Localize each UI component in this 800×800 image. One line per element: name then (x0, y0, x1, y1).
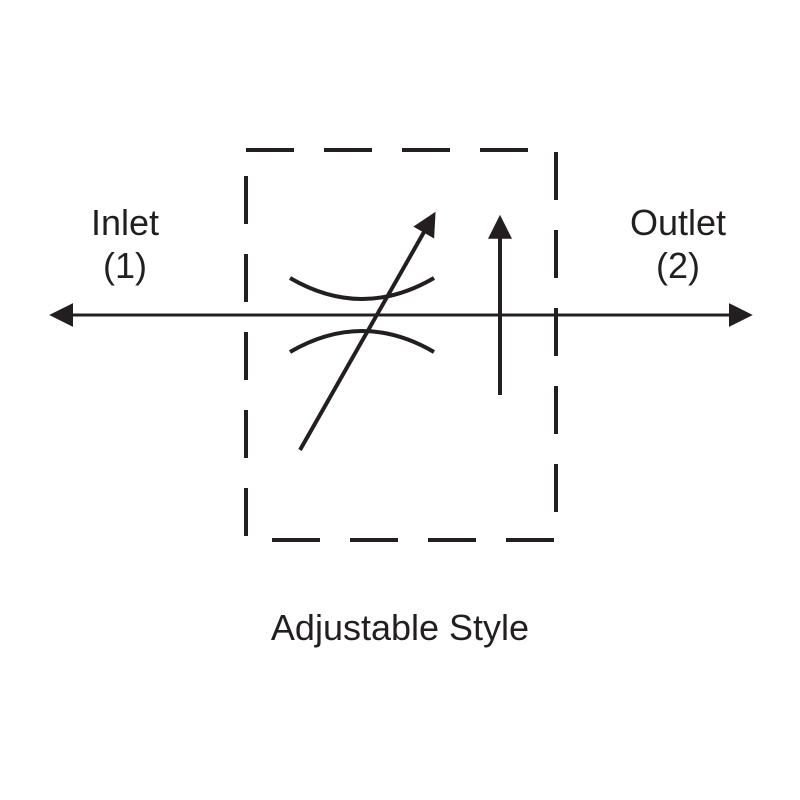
inlet-label-line2: (1) (103, 245, 147, 286)
restriction-arc-upper (290, 278, 434, 299)
schematic-diagram: Inlet (1) Outlet (2) Adjustable Style (0, 0, 800, 800)
outlet-label-line1: Outlet (630, 202, 726, 243)
adjustable-arrow (300, 218, 432, 450)
diagram-caption: Adjustable Style (271, 607, 529, 648)
outlet-label-line2: (2) (656, 245, 700, 286)
enclosure-box (246, 150, 556, 540)
inlet-label-line1: Inlet (91, 202, 159, 243)
